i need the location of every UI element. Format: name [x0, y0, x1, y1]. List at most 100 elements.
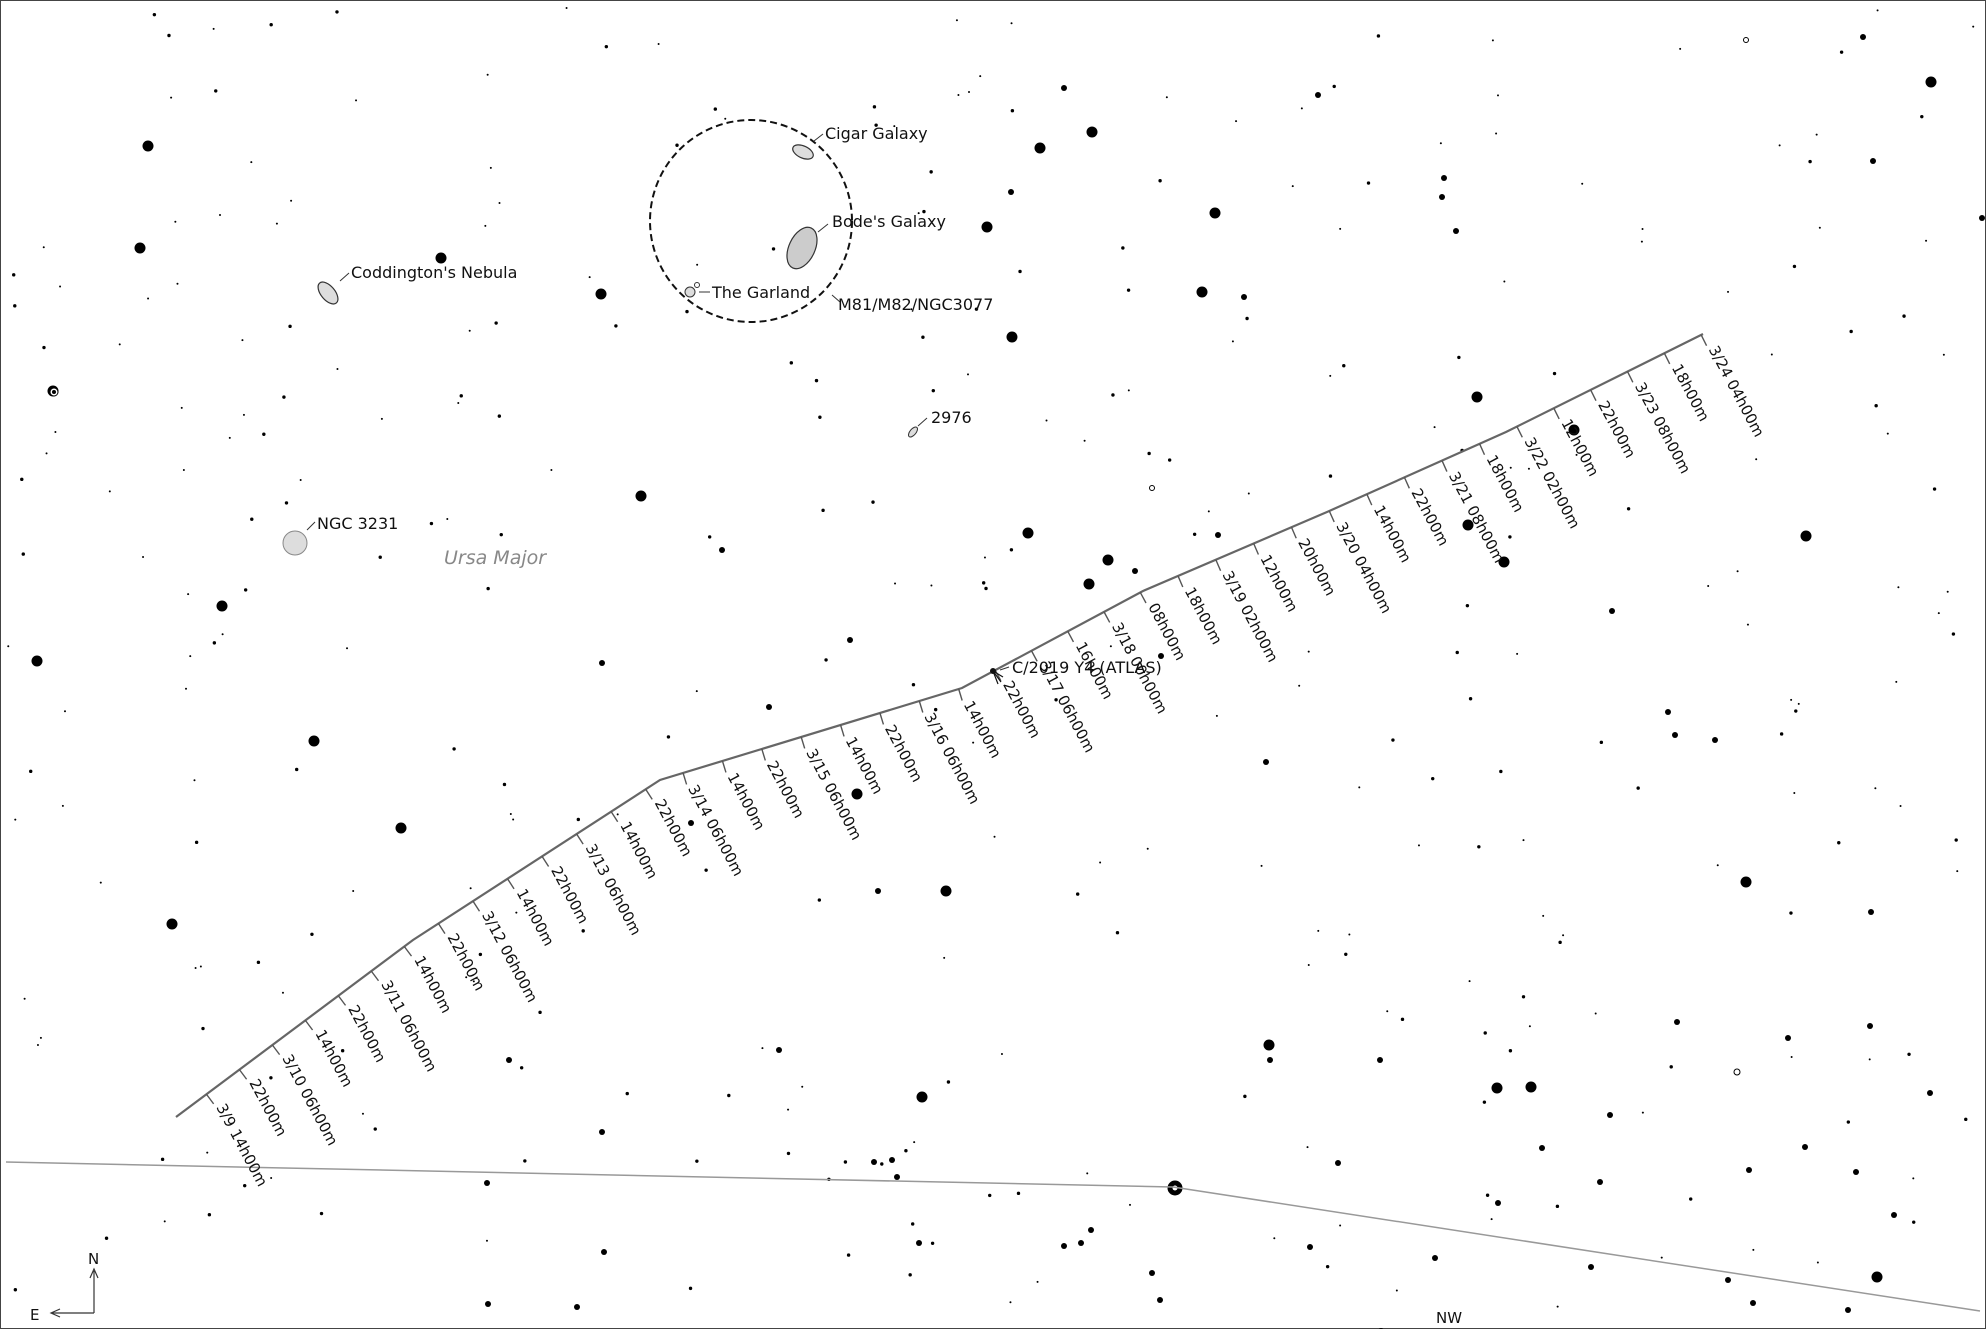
star	[1006, 331, 1018, 343]
star	[801, 1085, 804, 1088]
star	[1157, 1297, 1163, 1303]
star	[1743, 37, 1749, 43]
star	[595, 288, 607, 300]
star	[1078, 1240, 1084, 1246]
star	[361, 1112, 364, 1115]
star	[1339, 1224, 1342, 1227]
star	[789, 361, 794, 365]
star	[930, 1241, 935, 1245]
star	[1846, 1120, 1851, 1124]
star	[193, 779, 196, 782]
star	[911, 683, 916, 687]
star	[1149, 485, 1155, 491]
star	[1022, 527, 1034, 539]
star	[1263, 759, 1269, 765]
star	[1562, 934, 1565, 937]
star	[1808, 159, 1812, 164]
star	[1083, 578, 1095, 590]
coddingtons-nebula-symbol	[317, 281, 339, 305]
star	[1339, 227, 1342, 230]
star	[929, 170, 933, 174]
star	[52, 390, 56, 394]
star	[1816, 1261, 1819, 1264]
star	[824, 658, 828, 662]
star	[1837, 841, 1841, 845]
star	[14, 818, 17, 821]
star	[1241, 294, 1247, 300]
star	[1215, 714, 1218, 717]
star	[395, 822, 407, 834]
constellation-label: Ursa Major	[444, 547, 547, 569]
star	[707, 535, 712, 539]
star	[163, 1220, 166, 1223]
star	[1209, 207, 1221, 219]
star	[1870, 158, 1876, 164]
star	[484, 1180, 490, 1186]
star	[459, 394, 463, 398]
star	[1315, 92, 1321, 98]
star	[1036, 1280, 1039, 1283]
star	[45, 452, 48, 455]
star	[468, 329, 471, 332]
star	[1061, 85, 1067, 91]
star	[1086, 1172, 1089, 1175]
star	[352, 889, 355, 892]
track-tick	[1366, 493, 1373, 506]
star	[142, 556, 145, 559]
track-tick	[205, 1093, 215, 1105]
star	[604, 44, 609, 49]
star	[212, 27, 215, 30]
star	[1920, 114, 1924, 119]
ngc3231-leader	[306, 521, 316, 531]
cigar-galaxy-leader	[813, 133, 824, 142]
star	[1146, 847, 1149, 850]
star	[134, 242, 146, 254]
star	[1568, 424, 1580, 436]
star	[1539, 1145, 1545, 1151]
star	[1597, 1179, 1603, 1185]
star	[1660, 1256, 1663, 1259]
track-tick	[1700, 334, 1708, 346]
star	[499, 532, 503, 537]
star	[688, 1286, 693, 1291]
star	[1127, 389, 1130, 392]
star	[299, 478, 302, 481]
star	[435, 252, 447, 264]
star	[288, 324, 292, 329]
star	[336, 368, 339, 371]
star	[1453, 228, 1459, 234]
star	[216, 600, 228, 612]
track-tick	[576, 833, 584, 845]
star	[1088, 1227, 1094, 1233]
star	[1307, 650, 1310, 653]
star	[1391, 738, 1395, 742]
star	[187, 593, 190, 596]
star	[1707, 585, 1710, 588]
star	[576, 817, 581, 822]
star	[1874, 787, 1877, 790]
star	[446, 517, 449, 520]
star	[727, 1093, 731, 1098]
star	[1874, 404, 1878, 408]
bodes-galaxy-label: Bode's Galaxy	[832, 212, 946, 231]
star	[1016, 1191, 1021, 1196]
star	[1192, 532, 1197, 536]
star	[189, 655, 192, 658]
star	[574, 1304, 580, 1310]
star	[1147, 451, 1151, 456]
star	[766, 704, 772, 710]
star	[1482, 1100, 1487, 1104]
star	[1328, 474, 1333, 478]
star	[170, 96, 173, 99]
star	[1417, 844, 1420, 847]
star	[21, 552, 25, 556]
star	[502, 782, 507, 787]
star	[1818, 226, 1821, 229]
star	[1235, 120, 1238, 123]
track-tick	[1177, 575, 1184, 588]
star	[494, 321, 498, 325]
star	[1245, 316, 1249, 321]
star	[1897, 586, 1900, 589]
star	[1789, 911, 1793, 915]
star	[943, 956, 946, 959]
